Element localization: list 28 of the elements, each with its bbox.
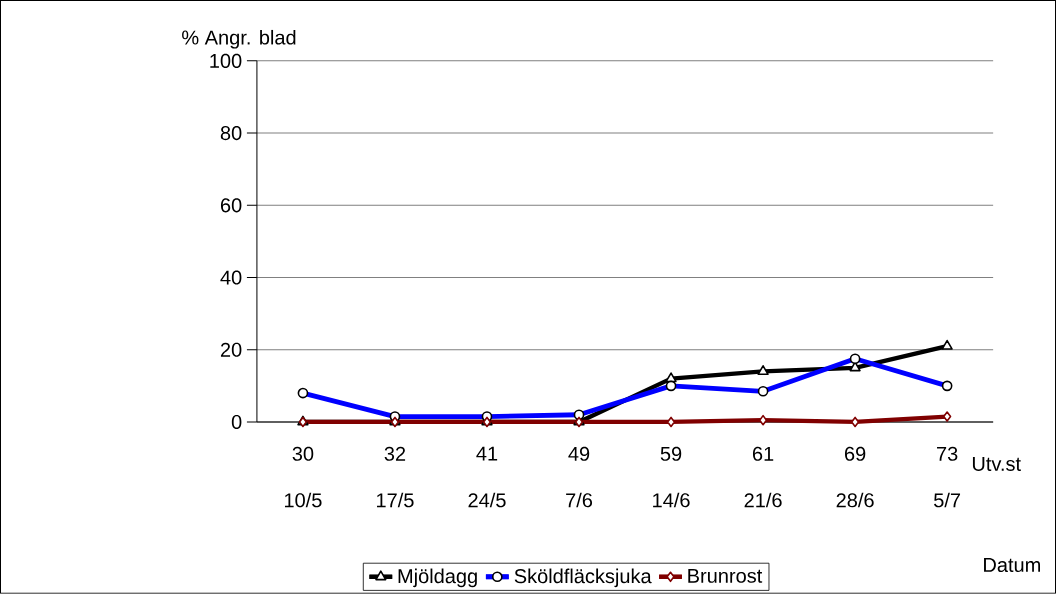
x-tick-label: 59 <box>660 446 682 461</box>
text: Datum <box>984 558 1040 573</box>
text: 14/6 <box>653 492 690 508</box>
x-tick-label: 32 <box>384 446 406 461</box>
legend-label: Brunrost <box>688 568 763 583</box>
x-axis-title: Utv.st <box>972 457 1021 472</box>
x-tick-label: 69 <box>845 446 866 461</box>
text: 17/5 <box>377 492 414 508</box>
text: 21/6 <box>744 492 782 508</box>
x-tick-label: 41 <box>476 446 498 461</box>
y-tick-label: 40 <box>220 270 242 285</box>
y-tick-label: 20 <box>220 342 242 357</box>
y-tick-label: 0 <box>231 414 242 430</box>
text: 5/7 <box>934 492 961 508</box>
legend-label: Sköldfläcksjuka <box>514 568 652 588</box>
x-tick-label: 30 <box>292 446 314 461</box>
x-tick-label: 49 <box>568 446 590 461</box>
text: 28/6 <box>836 492 874 508</box>
x-tick-label: 61 <box>752 446 774 461</box>
legend-label: Mjöldagg <box>398 568 477 588</box>
text: 10/5 <box>284 492 322 508</box>
text: 24/5 <box>468 492 506 508</box>
x-tick-label: 73 <box>937 446 958 461</box>
y-tick-label: 80 <box>220 126 242 141</box>
y-tick-label: 60 <box>220 198 242 213</box>
text: 7/6 <box>566 492 593 508</box>
y-tick-label: 100 <box>210 53 242 68</box>
y-axis-title: % Angr. blad <box>182 30 296 49</box>
